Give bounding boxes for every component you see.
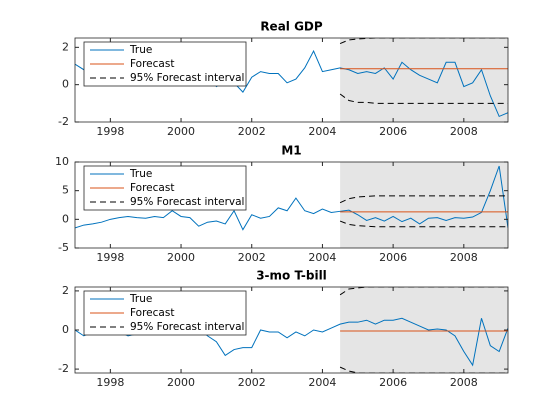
x-tick-label: 1998 [96, 125, 124, 138]
y-tick-label: 0 [62, 78, 69, 91]
legend-label: 95% Forecast interval [130, 196, 244, 208]
chart-title: 3-mo T-bill [256, 269, 327, 283]
series-line [339, 93, 508, 104]
x-tick-label: 2004 [308, 125, 336, 138]
y-tick-label: 2 [62, 284, 69, 297]
forecast-region [340, 287, 508, 373]
legend: True Forecast 95% Forecast interval [83, 41, 247, 87]
legend-label: Forecast [130, 58, 174, 70]
y-tick-label: -2 [58, 362, 69, 375]
forecast-region [340, 162, 508, 248]
legend-label: True [129, 168, 152, 180]
y-tick-label: 0 [62, 212, 69, 225]
x-tick-label: 2006 [379, 251, 407, 264]
x-tick-label: 2004 [308, 251, 336, 264]
x-tick-label: 2000 [167, 251, 195, 264]
legend-label: True [129, 293, 152, 305]
series-line [339, 195, 508, 204]
legend: True Forecast 95% Forecast interval [83, 290, 247, 336]
y-tick-label: 2 [62, 40, 69, 53]
lines [75, 165, 508, 231]
x-tick-label: 2006 [379, 376, 407, 389]
y-tick-label: 0 [62, 323, 69, 336]
axes: 1998 2000 2002 2004 2006 2008 -5 0 5 10 M1 True Fore… [55, 144, 509, 264]
axes: 1998 2000 2002 2004 2006 2008 -2 0 2 3-mo T-bill T… [58, 269, 509, 389]
legend-label: True [129, 44, 152, 56]
chart-title: Real GDP [260, 20, 323, 34]
x-tick-label: 2000 [167, 376, 195, 389]
axes-box [74, 161, 509, 249]
y-tick-label: -2 [58, 115, 69, 128]
legend-label: 95% Forecast interval [130, 321, 244, 333]
x-tick-label: 2008 [450, 125, 478, 138]
x-tick-label: 2008 [450, 251, 478, 264]
legend-label: Forecast [130, 182, 174, 194]
axes: 1998 2000 2002 2004 2006 2008 -2 0 2 Real GDP True… [58, 20, 509, 138]
legend-label: 95% Forecast interval [130, 72, 244, 84]
x-tick-label: 2004 [308, 376, 336, 389]
x-tick-label: 2000 [167, 125, 195, 138]
legend: True Forecast 95% Forecast interval [83, 165, 247, 211]
x-tick-label: 2008 [450, 376, 478, 389]
x-tick-label: 2002 [238, 125, 266, 138]
x-tick-label: 2002 [238, 376, 266, 389]
legend-label: Forecast [130, 307, 174, 319]
y-tick-label: 10 [55, 155, 69, 168]
chart-title: M1 [281, 144, 301, 158]
series-line [75, 165, 508, 231]
x-tick-label: 1998 [96, 376, 124, 389]
y-tick-label: 5 [62, 184, 69, 197]
x-tick-label: 1998 [96, 251, 124, 264]
y-tick-label: -5 [58, 241, 69, 254]
forecast-region [340, 38, 508, 122]
series-line [339, 220, 508, 228]
x-tick-label: 2002 [238, 251, 266, 264]
x-tick-label: 2006 [379, 125, 407, 138]
axes-box [74, 37, 509, 123]
